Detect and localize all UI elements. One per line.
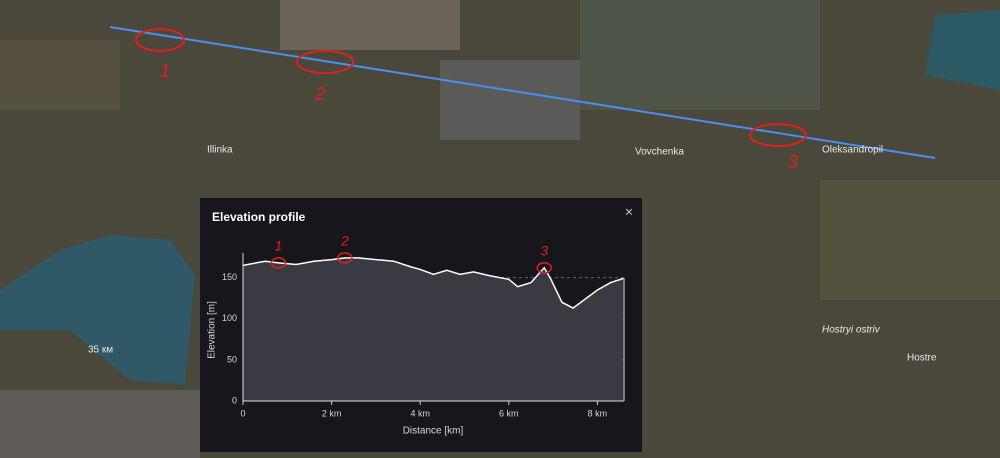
x-tick-label: 0 <box>240 408 245 418</box>
area-fill <box>243 257 624 401</box>
close-button[interactable]: × <box>625 204 633 220</box>
annotation-circle <box>337 252 353 264</box>
x-tick-label: 8 km <box>588 408 608 418</box>
field <box>280 0 460 50</box>
field <box>0 40 120 110</box>
annotation-circle <box>536 262 553 274</box>
annotation: 2 <box>314 84 325 104</box>
place-label: Vovchenka <box>635 147 684 158</box>
annotation-circle <box>296 50 354 74</box>
panel-title: Elevation profile <box>212 210 306 224</box>
annotation: 2 <box>340 233 349 249</box>
field <box>820 180 1000 300</box>
town <box>0 390 200 458</box>
y-tick-label: 150 <box>222 272 237 282</box>
plot: 0 50 100 150 0 2 km 4 km 6 km 8 km 1 2 3 <box>222 233 625 418</box>
place-label: Illinka <box>207 145 233 156</box>
quarry <box>440 60 580 140</box>
place-label: Oleksandropil <box>822 145 883 156</box>
annotation-circle <box>270 257 287 269</box>
lake <box>0 235 195 385</box>
field <box>580 0 820 110</box>
place-label: Hostre <box>907 353 937 364</box>
annotation: 3 <box>540 243 548 259</box>
place-label: 35 км <box>88 345 113 356</box>
elevation-line <box>242 257 624 309</box>
y-tick-label: 100 <box>222 313 237 323</box>
annotation: 3 <box>788 152 798 172</box>
x-tick-label: 6 km <box>499 408 519 418</box>
y-tick-label: 50 <box>227 354 237 364</box>
x-tick-label: 4 km <box>410 408 430 418</box>
y-axis-title: Elevation [m] <box>207 301 218 359</box>
annotation-circle <box>135 28 185 52</box>
x-tick-label: 2 km <box>322 408 342 418</box>
place-label: Hostryi ostriv <box>822 325 881 336</box>
lake <box>925 10 1000 90</box>
x-axis-title: Distance [km] <box>403 426 464 437</box>
annotation: 1 <box>275 238 283 254</box>
annotation-circle <box>749 123 807 147</box>
profile-line <box>109 26 936 159</box>
annotation: 1 <box>160 61 170 81</box>
y-tick-label: 0 <box>232 395 237 405</box>
